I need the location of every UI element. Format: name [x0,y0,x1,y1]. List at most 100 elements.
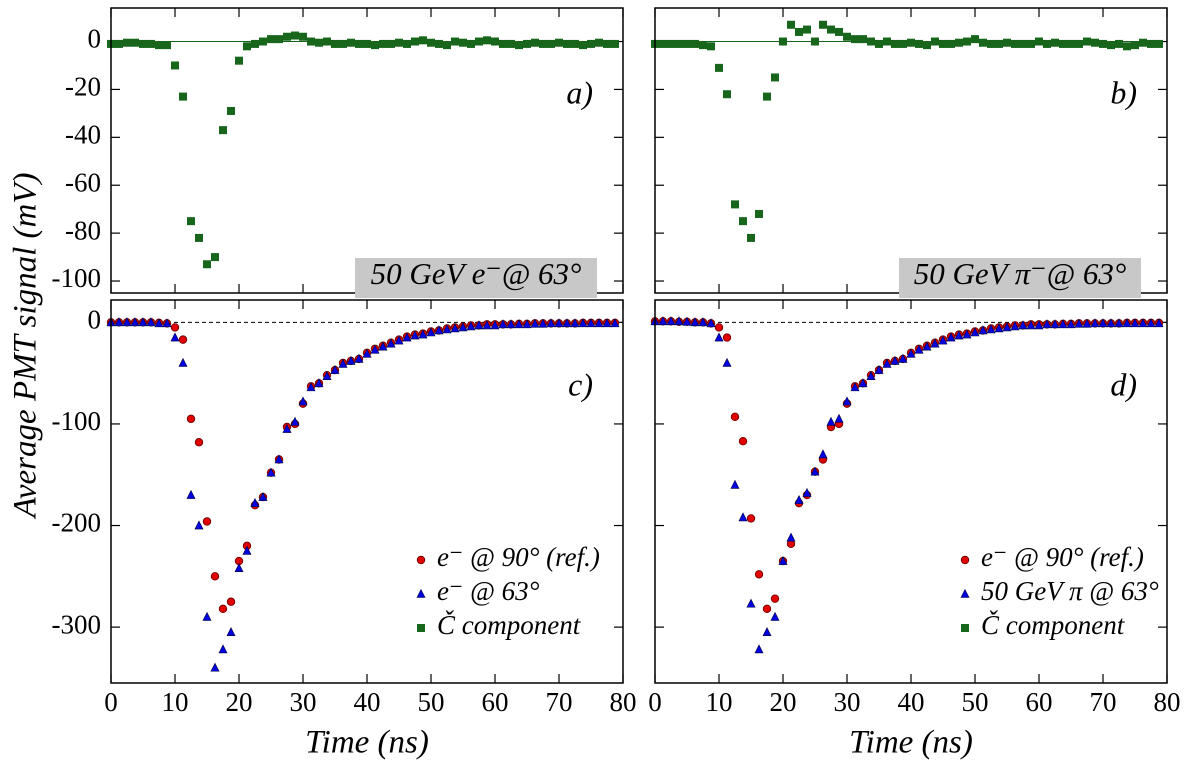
x-tick-label: 10 [162,687,189,717]
marker [899,39,907,48]
marker [186,414,196,424]
marker [667,39,675,48]
marker [874,364,884,374]
marker [595,38,603,47]
marker [266,467,276,477]
marker [210,662,220,672]
marker [474,320,484,330]
marker [563,39,571,48]
marker [995,39,1003,48]
marker [674,316,684,326]
marker [594,318,604,328]
marker [555,38,563,47]
marker [443,41,451,50]
marker [307,37,315,46]
marker [835,27,843,36]
panel-label: b) [1110,74,1137,110]
marker [1018,320,1028,330]
marker [114,317,124,327]
marker [907,38,915,47]
marker [331,39,339,48]
panel-label: d) [1110,366,1137,402]
x-tick-label: 80 [1154,687,1181,717]
marker [666,316,676,326]
marker [330,364,340,374]
marker [787,20,795,29]
x-tick-label: 40 [354,687,381,717]
box-label: 50 GeV π⁻@ 63° [914,256,1127,291]
marker [211,253,219,262]
marker [394,335,404,345]
marker [802,487,812,497]
marker [379,39,387,48]
marker [875,39,883,48]
marker [1099,39,1107,48]
marker [442,324,452,334]
marker [123,38,131,47]
marker [1123,42,1131,51]
marker [810,466,820,476]
marker [739,217,747,226]
legend-label: e⁻ @ 90° (ref.) [437,542,600,572]
marker [539,39,547,48]
y-tick-label: -60 [65,167,101,197]
marker [1067,39,1075,48]
marker [834,413,844,423]
marker [794,494,804,504]
marker [347,38,355,47]
marker [939,39,947,48]
marker [1083,37,1091,46]
label-box [355,258,597,298]
marker [346,355,356,365]
x-tick-label: 70 [1090,687,1117,717]
marker [843,32,851,41]
marker [579,41,587,50]
marker [658,316,668,326]
marker [570,318,580,328]
legend-marker [961,624,969,632]
plot-frame [654,299,1168,684]
marker [1035,37,1043,46]
marker [706,318,716,328]
marker [1130,318,1140,328]
marker [731,200,739,209]
marker [154,318,164,328]
marker [410,330,420,340]
marker [467,39,475,48]
marker [219,126,227,135]
marker [554,318,564,328]
marker [1051,38,1059,47]
marker [202,517,212,526]
marker [314,378,324,388]
marker [1106,318,1116,328]
marker [931,37,939,46]
marker [714,332,724,342]
marker [187,217,195,226]
y-tick-label: -100 [52,263,102,293]
marker [419,36,427,45]
legend-marker [960,588,970,598]
marker [738,512,748,522]
marker [867,37,875,46]
panel-label: c) [568,366,593,402]
marker [602,318,612,328]
marker [242,545,252,555]
marker [531,38,539,47]
legend-marker [417,624,425,632]
y-tick-label: 0 [88,305,102,335]
marker [586,318,596,328]
marker [170,323,180,332]
marker [1002,322,1012,332]
marker [866,371,876,380]
marker [818,449,828,459]
marker [1026,320,1036,330]
marker [1131,41,1139,50]
marker [698,317,708,327]
marker [755,209,763,218]
marker [171,61,179,70]
marker [499,39,507,48]
marker [827,25,835,34]
marker [915,39,923,48]
marker [562,318,572,328]
x-tick-label: 60 [1026,687,1053,717]
